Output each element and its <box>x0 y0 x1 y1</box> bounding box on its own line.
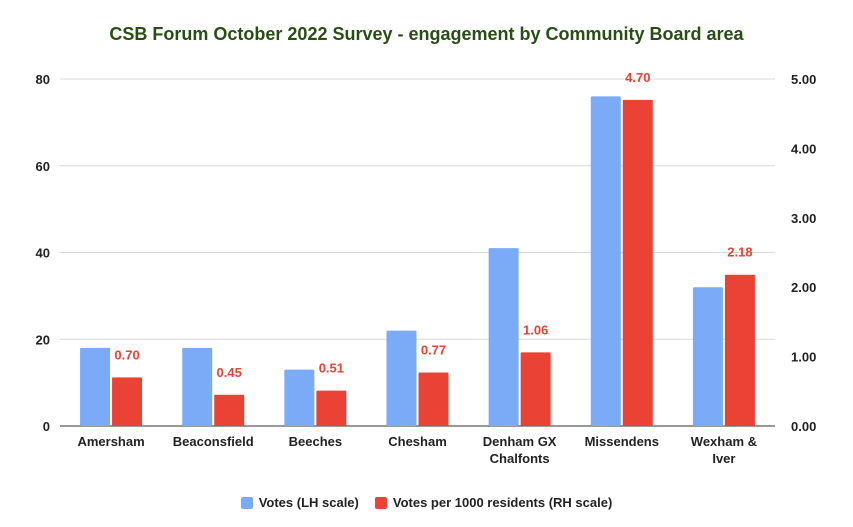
bar-votes <box>692 287 723 426</box>
data-label-votes-per-1000: 4.70 <box>625 70 650 85</box>
bar-votes-per-1000 <box>418 372 449 426</box>
right-tick-label: 3.00 <box>791 211 816 226</box>
x-category-label: Amersham <box>77 434 144 449</box>
bar-votes <box>590 96 621 426</box>
data-label-votes-per-1000: 0.45 <box>217 365 242 380</box>
data-label-votes-per-1000: 2.18 <box>727 245 752 260</box>
bars <box>80 96 755 426</box>
bar-votes-per-1000 <box>520 352 551 426</box>
right-tick-label: 4.00 <box>791 141 816 156</box>
legend-item-votes: Votes (LH scale) <box>240 495 359 510</box>
gridlines <box>60 78 775 427</box>
data-label-votes-per-1000: 0.77 <box>421 343 446 358</box>
x-category-label: Missendens <box>585 434 659 449</box>
bar-votes-per-1000 <box>724 274 755 426</box>
right-axis-ticks: 0.00 1.00 2.00 3.00 4.00 5.00 <box>791 72 816 434</box>
data-label-votes-per-1000: 0.51 <box>319 361 344 376</box>
bar-votes-per-1000 <box>214 394 245 426</box>
data-labels: 0.70 0.45 0.51 0.77 1.06 4.70 2.18 <box>114 70 752 380</box>
x-category-label: Chesham <box>388 434 447 449</box>
data-label-votes-per-1000: 1.06 <box>523 322 548 337</box>
bar-votes-per-1000 <box>316 390 347 426</box>
x-category-label: Beaconsfield <box>173 434 254 449</box>
left-axis-ticks: 0 20 40 60 80 <box>36 72 50 434</box>
x-category-label: Wexham & <box>691 434 757 449</box>
x-category-label: Denham GX <box>483 434 557 449</box>
bar-votes <box>488 248 519 426</box>
right-tick-label: 2.00 <box>791 280 816 295</box>
x-axis-categories: Amersham Beaconsfield Beeches Chesham Denham… <box>77 434 757 466</box>
bar-votes <box>284 369 315 426</box>
legend: Votes (LH scale) Votes per 1000 resident… <box>0 495 853 510</box>
left-tick-label: 40 <box>36 246 50 261</box>
bar-votes-per-1000 <box>622 99 653 426</box>
legend-item-votes-per-1000: Votes per 1000 residents (RH scale) <box>374 495 613 510</box>
legend-swatch-votes <box>240 496 253 509</box>
chart-title: CSB Forum October 2022 Survey - engageme… <box>109 24 744 44</box>
right-tick-label: 1.00 <box>791 350 816 365</box>
right-tick-label: 5.00 <box>791 72 816 87</box>
x-category-label: Beeches <box>289 434 342 449</box>
left-tick-label: 80 <box>36 72 50 87</box>
bar-votes <box>80 347 111 426</box>
left-tick-label: 60 <box>36 159 50 174</box>
data-label-votes-per-1000: 0.70 <box>114 347 139 362</box>
bar-votes <box>182 347 213 426</box>
right-tick-label: 0.00 <box>791 419 816 434</box>
legend-label-votes-per-1000: Votes per 1000 residents (RH scale) <box>392 495 613 510</box>
x-category-label: Iver <box>712 451 735 466</box>
bar-votes <box>386 330 417 426</box>
left-tick-label: 20 <box>36 332 50 347</box>
legend-label-votes: Votes (LH scale) <box>258 495 359 510</box>
legend-swatch-votes-per-1000 <box>374 496 387 509</box>
bar-votes-per-1000 <box>112 377 143 426</box>
x-category-label: Chalfonts <box>490 451 550 466</box>
left-tick-label: 0 <box>43 419 50 434</box>
